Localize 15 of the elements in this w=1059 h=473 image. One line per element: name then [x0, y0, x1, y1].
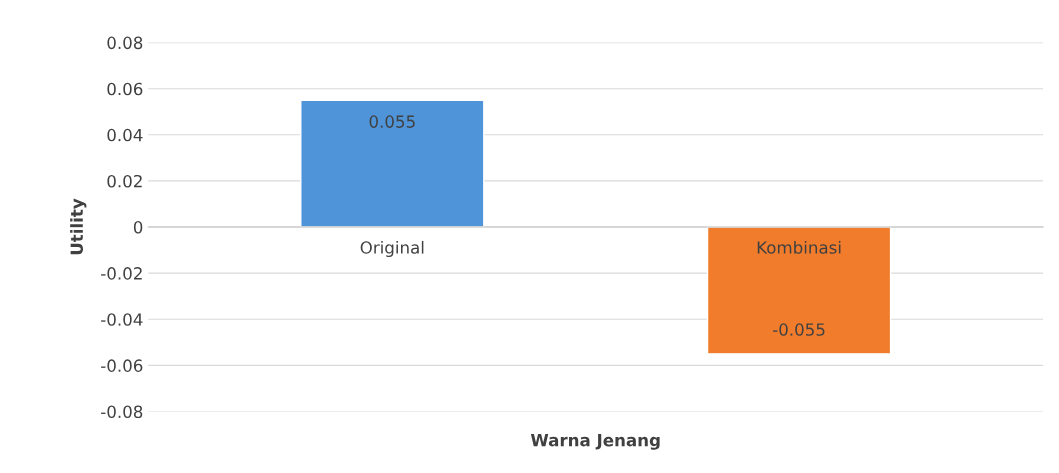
y-tick-label: 0.02	[107, 174, 142, 188]
y-tick-label: -0.06	[101, 359, 143, 372]
x-tick-label: Kombinasi	[757, 240, 841, 254]
data-label: 0.055	[369, 115, 415, 128]
y-tick-label: -0.04	[101, 313, 143, 326]
y-axis-title: Utility	[70, 198, 87, 255]
x-axis-title: Warna Jenang	[530, 434, 660, 450]
y-tick-label: 0.08	[107, 36, 143, 50]
y-tick-label: -0.02	[101, 267, 142, 280]
y-tick-label: 0.04	[107, 128, 143, 142]
y-tick-label: -0.08	[101, 405, 143, 419]
x-tick-label: Original	[360, 240, 424, 258]
data-label: -0.055	[773, 323, 825, 336]
y-tick-label: 0.06	[107, 82, 143, 96]
y-tick-label: 0	[133, 221, 143, 234]
